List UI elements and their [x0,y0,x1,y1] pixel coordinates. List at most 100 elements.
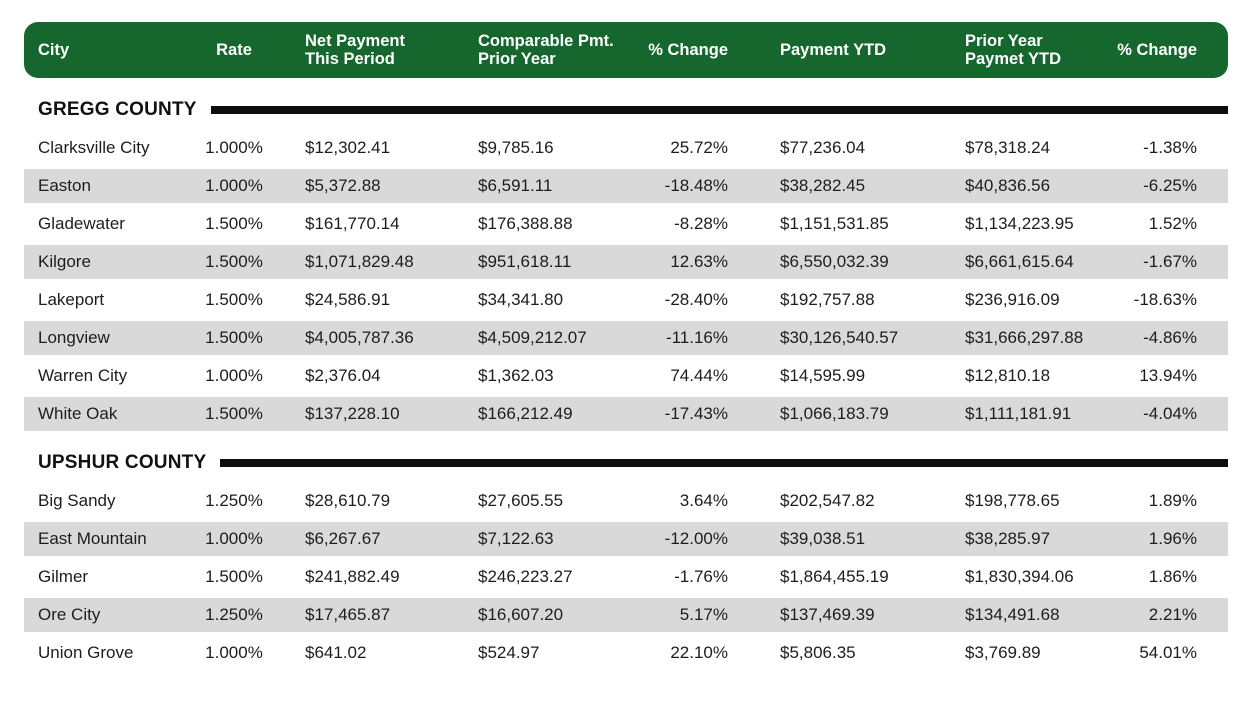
cell-net-payment: $6,267.67 [305,529,381,548]
cell-percent-change-period: -8.28% [674,214,728,233]
cell-prior-year-ytd: $134,491.68 [965,605,1060,624]
cell-payment-ytd: $1,066,183.79 [780,404,889,423]
table-row: East Mountain 1.000% $6,267.67 $7,122.63… [24,522,1228,556]
table-row: Gilmer 1.500% $241,882.49 $246,223.27 -1… [24,560,1228,594]
cell-comparable-payment: $951,618.11 [478,252,572,271]
county-section-header: GREGG COUNTY [38,99,1228,121]
cell-payment-ytd: $6,550,032.39 [780,252,889,271]
cell-city: Warren City [38,366,128,385]
cell-net-payment: $24,586.91 [305,290,391,309]
cell-comparable-payment: $176,388.88 [478,214,573,233]
cell-percent-change-ytd: -1.38% [1143,138,1197,157]
table-row: White Oak 1.500% $137,228.10 $166,212.49… [24,397,1228,431]
cell-payment-ytd: $1,864,455.19 [780,567,889,586]
cell-city: Longview [38,328,110,347]
cell-payment-ytd: $5,806.35 [780,643,856,662]
cell-rate: 1.500% [205,290,263,309]
cell-prior-year-ytd: $6,661,615.64 [965,252,1074,271]
county-rule-bar [220,459,1228,467]
cell-city: Lakeport [38,290,105,309]
table-row: Warren City 1.000% $2,376.04 $1,362.03 7… [24,359,1228,393]
table-row: Lakeport 1.500% $24,586.91 $34,341.80 -2… [24,283,1228,317]
cell-comparable-payment: $27,605.55 [478,491,564,510]
table-row: Big Sandy 1.250% $28,610.79 $27,605.55 3… [24,484,1228,518]
cell-percent-change-ytd: 54.01% [1139,643,1197,662]
cell-net-payment: $137,228.10 [305,404,400,423]
cell-city: Ore City [38,605,101,624]
cell-percent-change-ytd: -1.67% [1143,252,1197,271]
cell-comparable-payment: $4,509,212.07 [478,328,587,347]
cell-percent-change-ytd: 1.96% [1148,529,1197,548]
cell-city: White Oak [38,404,118,423]
cell-percent-change-period: -18.48% [664,176,728,195]
cell-payment-ytd: $1,151,531.85 [780,214,889,233]
cell-comparable-payment: $16,607.20 [478,605,564,624]
cell-percent-change-ytd: -4.04% [1143,404,1197,423]
cell-prior-year-ytd: $198,778.65 [965,491,1060,510]
column-header-comparable-payment: Comparable Pmt. Prior Year [478,31,614,68]
cell-payment-ytd: $77,236.04 [780,138,866,157]
column-header-net-payment: Net Payment This Period [305,31,405,68]
cell-net-payment: $241,882.49 [305,567,400,586]
cell-percent-change-period: 5.17% [679,605,728,624]
county-rows: Clarksville City 1.000% $12,302.41 $9,78… [24,131,1228,431]
county-section: GREGG COUNTY Clarksville City 1.000% $12… [24,99,1228,431]
cell-percent-change-period: 3.64% [679,491,728,510]
cell-payment-ytd: $30,126,540.57 [780,328,899,347]
county-rule-bar [210,106,1228,114]
column-header-prior-year-ytd: Prior Year Paymet YTD [965,31,1061,68]
cell-net-payment: $5,372.88 [305,176,381,195]
payment-report-table: City Rate Net Payment This Period Compar… [24,22,1228,670]
cell-city: Gladewater [38,214,125,233]
cell-percent-change-ytd: 2.21% [1148,605,1197,624]
cell-payment-ytd: $14,595.99 [780,366,866,385]
table-row: Kilgore 1.500% $1,071,829.48 $951,618.11… [24,245,1228,279]
table-row: Union Grove 1.000% $641.02 $524.97 22.10… [24,636,1228,670]
cell-prior-year-ytd: $1,134,223.95 [965,214,1074,233]
cell-payment-ytd: $39,038.51 [780,529,866,548]
column-header-payment-ytd: Payment YTD [780,40,887,59]
cell-city: Clarksville City [38,138,150,157]
cell-percent-change-period: 22.10% [670,643,728,662]
cell-percent-change-period: 12.63% [670,252,728,271]
table-row: Longview 1.500% $4,005,787.36 $4,509,212… [24,321,1228,355]
cell-net-payment: $12,302.41 [305,138,391,157]
table-row: Gladewater 1.500% $161,770.14 $176,388.8… [24,207,1228,241]
cell-rate: 1.500% [205,404,263,423]
cell-comparable-payment: $7,122.63 [478,529,554,548]
cell-prior-year-ytd: $236,916.09 [965,290,1060,309]
cell-prior-year-ytd: $3,769.89 [965,643,1041,662]
cell-net-payment: $17,465.87 [305,605,391,624]
cell-rate: 1.500% [205,214,263,233]
cell-prior-year-ytd: $78,318.24 [965,138,1051,157]
cell-percent-change-ytd: 1.86% [1148,567,1197,586]
cell-percent-change-period: 74.44% [670,366,728,385]
cell-city: Easton [38,176,91,195]
column-header-city: City [38,40,70,59]
county-title: GREGG COUNTY [38,99,197,120]
cell-comparable-payment: $166,212.49 [478,404,573,423]
cell-city: Kilgore [38,252,91,271]
cell-percent-change-ytd: -18.63% [1133,290,1197,309]
cell-comparable-payment: $9,785.16 [478,138,554,157]
cell-net-payment: $2,376.04 [305,366,381,385]
cell-city: Big Sandy [38,491,116,510]
cell-rate: 1.250% [205,491,263,510]
cell-percent-change-period: 25.72% [670,138,728,157]
cell-comparable-payment: $524.97 [478,643,540,662]
county-rows: Big Sandy 1.250% $28,610.79 $27,605.55 3… [24,484,1228,670]
cell-net-payment: $4,005,787.36 [305,328,414,347]
cell-net-payment: $641.02 [305,643,367,662]
cell-rate: 1.500% [205,252,263,271]
cell-percent-change-ytd: 13.94% [1139,366,1197,385]
cell-prior-year-ytd: $1,111,181.91 [965,404,1072,423]
cell-comparable-payment: $1,362.03 [478,366,554,385]
table-body: GREGG COUNTY Clarksville City 1.000% $12… [24,99,1228,670]
cell-payment-ytd: $137,469.39 [780,605,875,624]
cell-percent-change-period: -1.76% [674,567,728,586]
cell-net-payment: $161,770.14 [305,214,400,233]
cell-city: East Mountain [38,529,147,548]
cell-comparable-payment: $246,223.27 [478,567,573,586]
cell-percent-change-ytd: 1.89% [1148,491,1197,510]
column-header-rate: Rate [216,40,252,59]
